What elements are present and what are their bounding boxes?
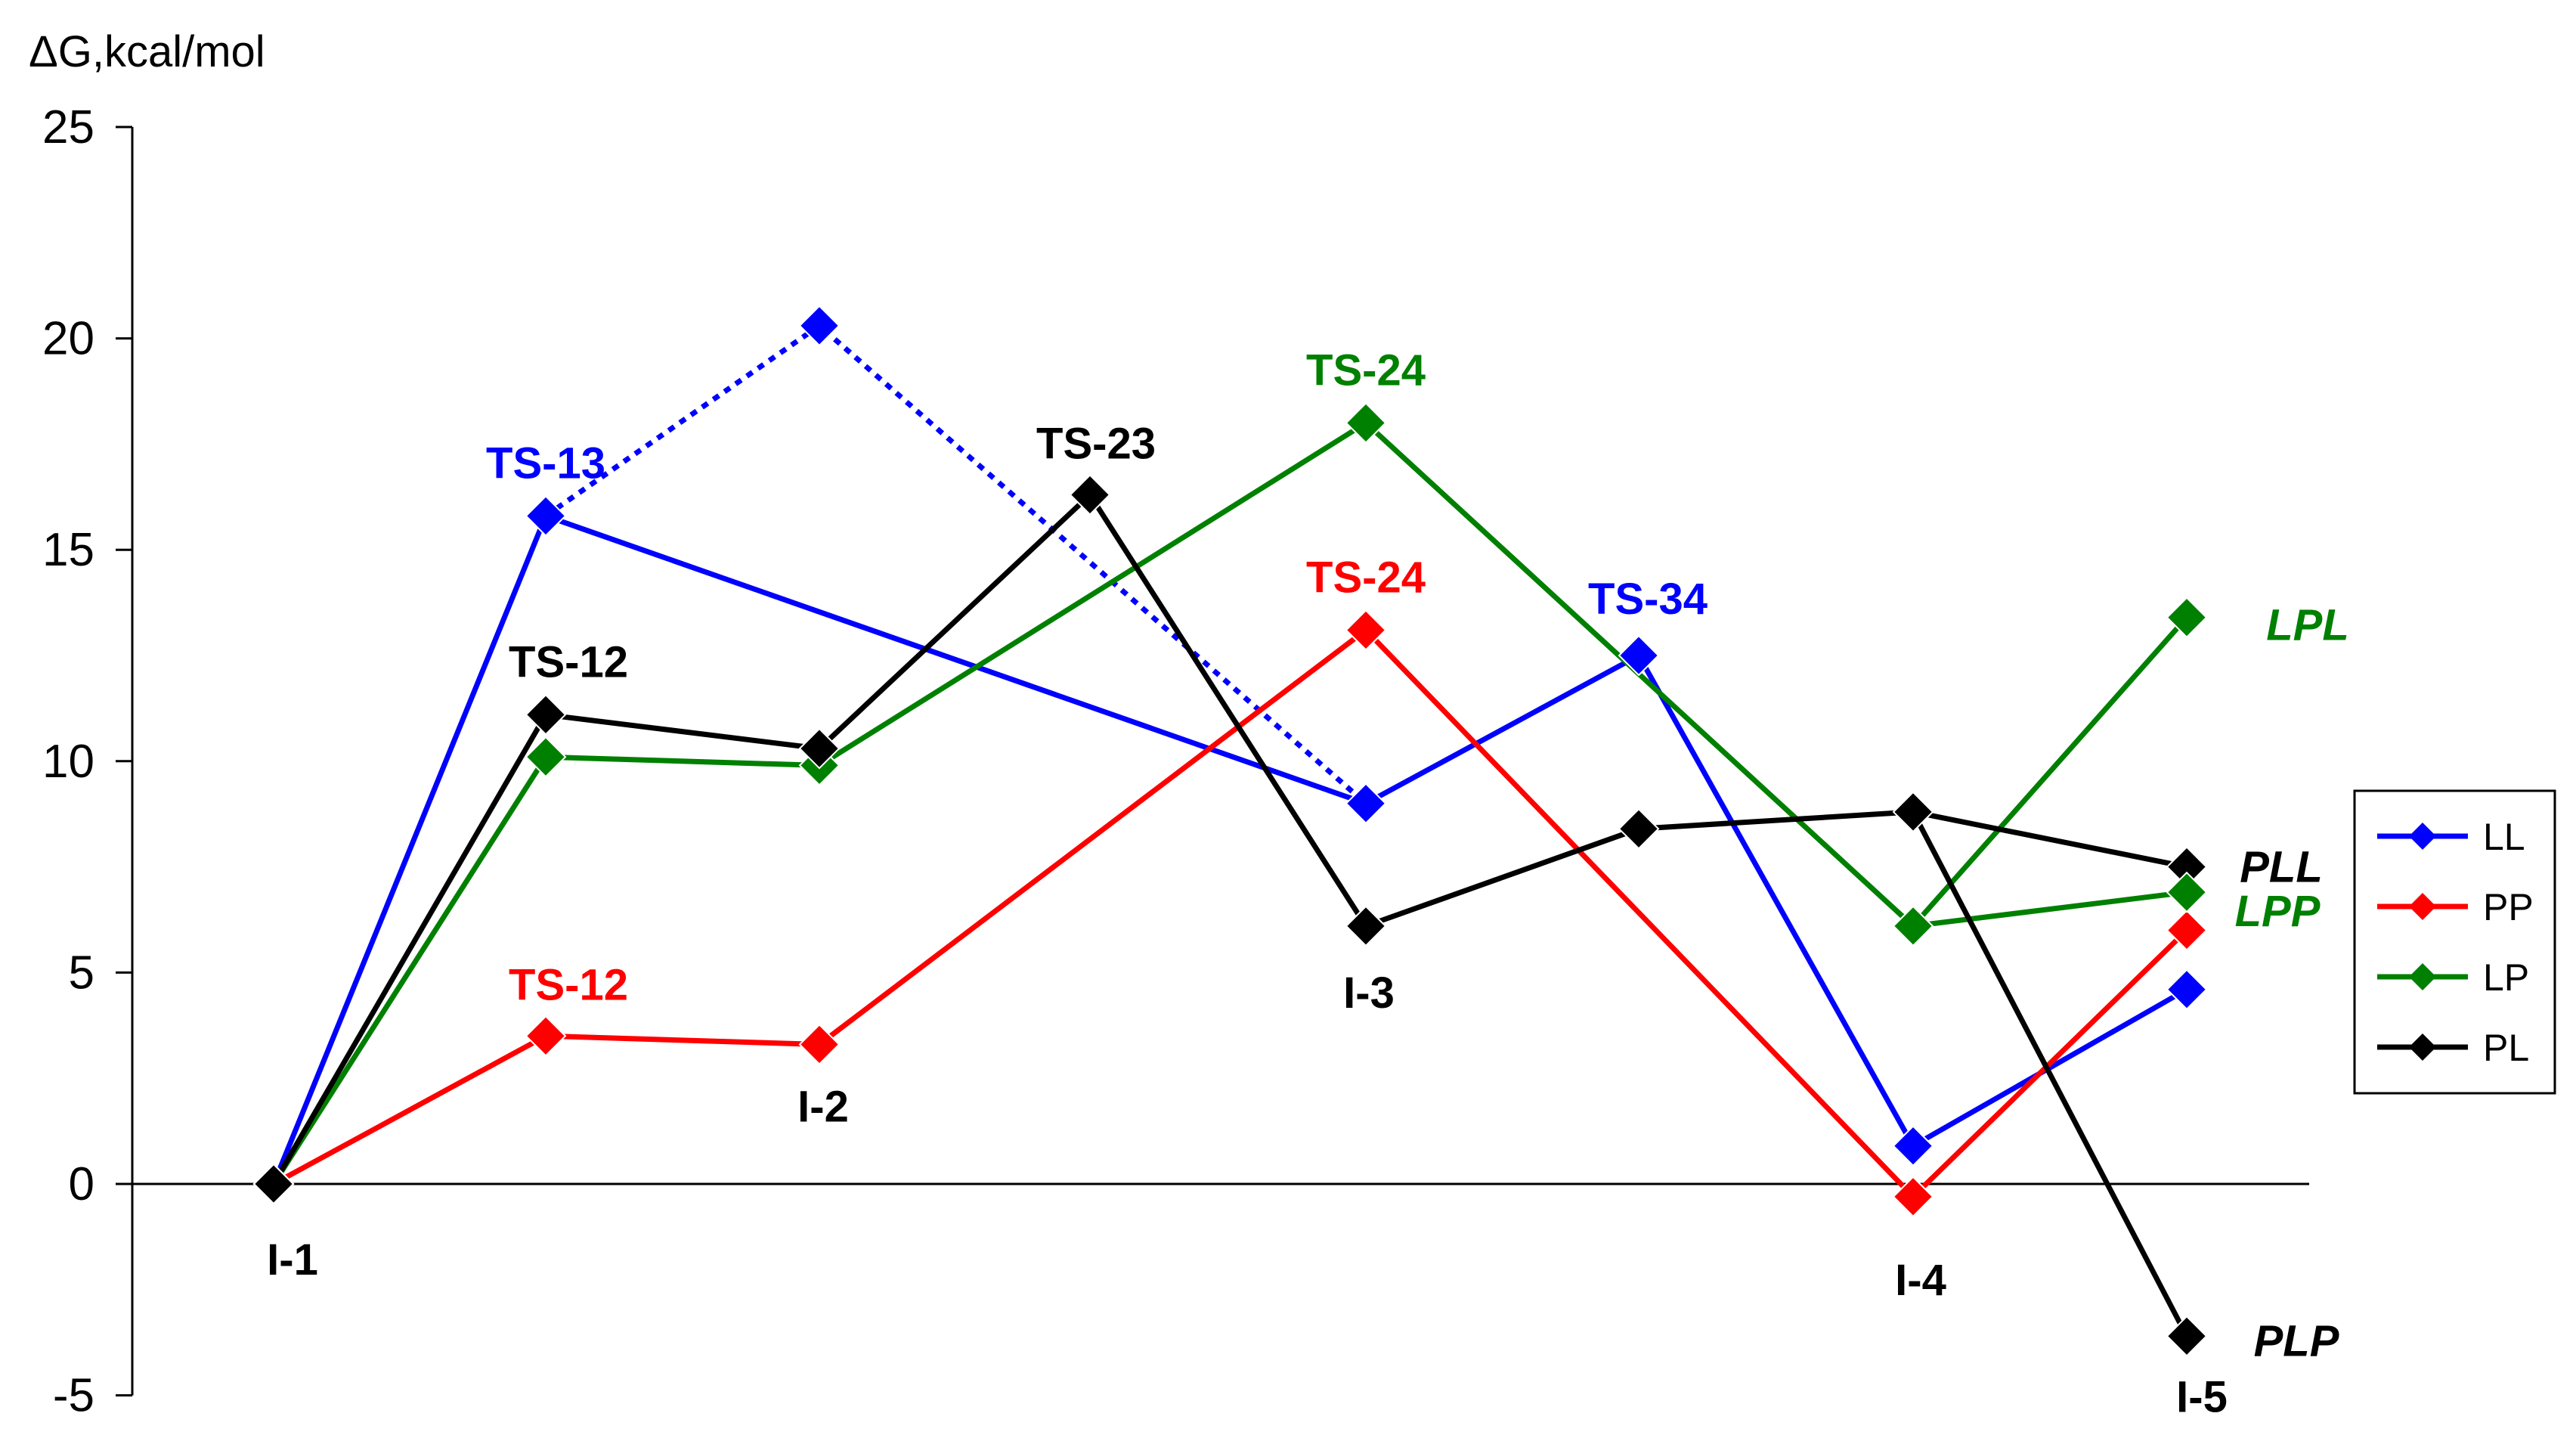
marker-pp [1345,609,1387,651]
marker-pp [798,1024,841,1065]
annotation-i-5: I-5 [2176,1372,2228,1421]
annotation-plp: PLP [2254,1316,2339,1365]
series-segment-lp [1912,889,2187,929]
series-line-ll [271,513,2188,1185]
annotation-ts-12: TS-12 [509,637,628,686]
series-lines [271,420,2190,1337]
annotation-i-4: I-4 [1895,1256,1946,1305]
annotation-ts-13: TS-13 [486,438,605,488]
marker-pl [252,1163,295,1205]
marker-lp [525,736,567,778]
marker-ll [1345,782,1387,825]
annotation-ts-23: TS-23 [1036,420,1156,469]
marker-ll [1618,634,1660,677]
legend-label-lp: LP [2483,956,2529,999]
annotation-ts-12: TS-12 [509,960,628,1009]
annotation-ts-34: TS-34 [1588,575,1708,624]
marker-pl [1892,791,1934,833]
legend-marker-pl [2409,1033,2436,1061]
marker-lp [2166,597,2208,639]
marker-pl [798,727,841,770]
y-tick-label: 20 [42,313,94,365]
marker-pp [2166,910,2208,951]
legend-label-ll: LL [2483,816,2525,858]
legend-label-pl: PL [2483,1027,2529,1069]
y-tick-label: 10 [42,736,94,788]
legend-marker-ll [2409,823,2436,850]
series-line-pl [271,492,2187,1185]
marker-ll [798,305,841,347]
annotation-lpp: LPP [2235,887,2321,936]
series-segment-pl [1910,810,2190,1337]
annotation-ts-24: TS-24 [1306,553,1426,602]
series-line-pp [272,627,2189,1200]
legend-label-pp: PP [2483,886,2534,928]
legend-box [2353,789,2556,1095]
marker-pp [525,1015,567,1057]
y-tick-label: 25 [42,101,94,153]
y-axis-label: ΔG,kcal/mol [29,27,265,76]
legend-marker-lp [2409,963,2436,990]
marker-pl [1069,474,1111,516]
y-tick-label: 0 [69,1158,94,1210]
annotation-i-2: I-2 [797,1082,849,1131]
point-annotations: TS-13 TS-12 TS-12 I-1 I-2 TS-23 TS-24 TS-24 I-3 T… [267,346,2349,1421]
legend: LL PP LP PL [2353,789,2556,1095]
marker-lp [1345,402,1387,444]
marker-pl [2166,1315,2208,1357]
axes [131,127,2309,1396]
annotation-ts-24: TS-24 [1306,346,1426,395]
marker-pl [1618,807,1660,850]
marker-ll [2166,968,2208,1011]
marker-pl [1345,905,1387,947]
annotation-lpl: LPL [2266,601,2349,650]
annotation-pll: PLL [2240,843,2323,892]
legend-marker-pp [2409,893,2436,920]
annotation-i-1: I-1 [267,1235,318,1285]
y-tick-label: 15 [42,524,94,576]
y-tick-label: -5 [53,1370,94,1422]
marker-pl [525,693,567,736]
series-markers [252,305,2208,1357]
annotation-i-3: I-3 [1343,968,1395,1018]
marker-lp [2166,871,2208,913]
marker-ll [525,495,567,537]
y-tick-label: 5 [69,947,94,999]
marker-pp [1892,1176,1934,1218]
y-ticks: -5 0 5 10 15 20 25 [42,101,132,1422]
marker-lp [1892,905,1934,947]
series-line-lp [271,420,2189,1185]
marker-ll [1892,1125,1934,1167]
